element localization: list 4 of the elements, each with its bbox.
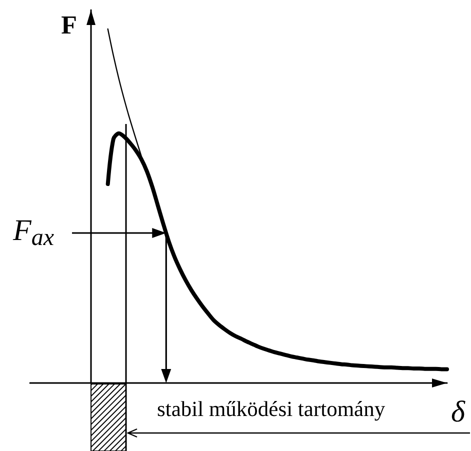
y-axis-title: F [61,10,77,40]
text: stabil működési tartomány [157,397,386,421]
annotation: F$_{ax}$ [13,214,54,251]
x-axis-title: δ [451,396,466,428]
